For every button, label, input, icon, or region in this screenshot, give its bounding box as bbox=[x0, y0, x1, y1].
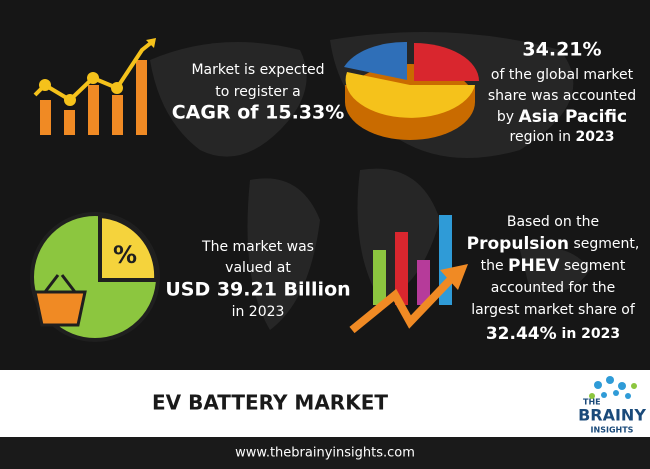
percent-symbol: % bbox=[113, 241, 137, 269]
region-line: share was accounted bbox=[488, 88, 636, 104]
logo-text: THE bbox=[583, 398, 601, 407]
text-part: 2023 bbox=[575, 129, 614, 145]
text-part: region in bbox=[510, 129, 576, 145]
segment-line: Propulsion segment, bbox=[467, 234, 640, 254]
text-part: in 2023 bbox=[557, 326, 620, 342]
text-part: the bbox=[481, 258, 508, 274]
text-part: segment bbox=[560, 258, 626, 274]
value-line: in 2023 bbox=[232, 304, 285, 320]
region-share: 34.21% bbox=[522, 39, 601, 61]
segment-line: largest market share of bbox=[471, 302, 636, 318]
region-line: of the global market bbox=[491, 67, 634, 83]
segment-icon bbox=[349, 215, 468, 334]
title-band bbox=[0, 370, 650, 437]
cagr-line: Market is expected bbox=[191, 62, 324, 78]
value-line: valued at bbox=[225, 260, 291, 276]
market-value: USD 39.21 Billion bbox=[165, 279, 350, 301]
region-line: region in 2023 bbox=[510, 129, 615, 145]
cagr-value: CAGR of 15.33% bbox=[172, 102, 345, 124]
logo: THE BRAINY INSIGHTS bbox=[578, 376, 646, 435]
text-part: PHEV bbox=[508, 256, 560, 276]
text-part: Propulsion bbox=[467, 234, 569, 254]
footer bbox=[0, 437, 650, 469]
pie-icon bbox=[344, 41, 479, 140]
text-part: by bbox=[497, 109, 519, 125]
growth-icon bbox=[33, 38, 156, 135]
footer-url: www.thebrainyinsights.com bbox=[235, 446, 415, 461]
percent-icon: % bbox=[30, 212, 160, 342]
logo-text: INSIGHTS bbox=[591, 426, 634, 435]
text-part: segment, bbox=[569, 236, 639, 252]
segment-line: the PHEV segment bbox=[481, 256, 626, 276]
segment-line: 32.44% in 2023 bbox=[486, 324, 620, 344]
value-line: The market was bbox=[201, 239, 314, 255]
logo-text: BRAINY bbox=[578, 406, 646, 425]
segment-line: accounted for the bbox=[491, 280, 615, 296]
segment-line: Based on the bbox=[507, 214, 599, 230]
cagr-line: to register a bbox=[215, 84, 301, 100]
region-line: by Asia Pacific bbox=[497, 107, 627, 127]
text-part: 32.44% bbox=[486, 324, 557, 344]
page-title: EV BATTERY MARKET bbox=[152, 391, 388, 415]
text-part: Asia Pacific bbox=[519, 107, 628, 127]
